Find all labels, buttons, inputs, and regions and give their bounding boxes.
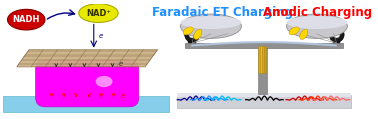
FancyBboxPatch shape xyxy=(185,43,343,48)
FancyBboxPatch shape xyxy=(177,95,351,108)
Text: NAD⁺: NAD⁺ xyxy=(86,9,111,18)
Polygon shape xyxy=(17,50,158,67)
Text: Faradaic ET Charging: Faradaic ET Charging xyxy=(152,6,293,19)
Ellipse shape xyxy=(287,14,347,38)
FancyBboxPatch shape xyxy=(3,96,169,112)
FancyBboxPatch shape xyxy=(36,60,139,107)
Ellipse shape xyxy=(96,76,113,87)
Ellipse shape xyxy=(289,27,299,35)
Text: Anodic Charging: Anodic Charging xyxy=(263,6,372,19)
Ellipse shape xyxy=(180,16,242,29)
Ellipse shape xyxy=(300,29,308,40)
Text: $e$: $e$ xyxy=(118,60,124,68)
Text: $e$: $e$ xyxy=(98,32,104,40)
FancyBboxPatch shape xyxy=(177,93,351,97)
Text: NADH: NADH xyxy=(12,15,40,24)
Ellipse shape xyxy=(287,16,347,29)
Ellipse shape xyxy=(194,29,202,40)
Ellipse shape xyxy=(183,27,194,35)
FancyBboxPatch shape xyxy=(262,47,265,73)
Ellipse shape xyxy=(333,31,340,38)
Ellipse shape xyxy=(189,31,195,38)
FancyBboxPatch shape xyxy=(189,26,196,43)
FancyBboxPatch shape xyxy=(259,47,261,73)
Text: $e$: $e$ xyxy=(120,92,126,100)
Ellipse shape xyxy=(8,9,45,30)
Ellipse shape xyxy=(329,27,344,42)
Ellipse shape xyxy=(79,4,118,22)
FancyBboxPatch shape xyxy=(333,26,340,43)
Ellipse shape xyxy=(180,14,242,38)
FancyBboxPatch shape xyxy=(258,45,267,94)
FancyBboxPatch shape xyxy=(264,47,266,73)
FancyBboxPatch shape xyxy=(260,47,263,73)
Ellipse shape xyxy=(185,27,200,42)
